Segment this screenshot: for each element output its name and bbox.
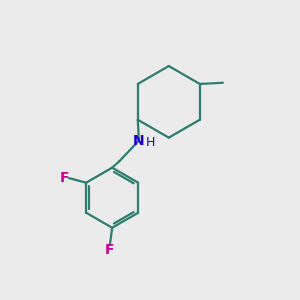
Text: N: N: [133, 134, 145, 148]
Text: H: H: [145, 136, 155, 149]
Text: F: F: [105, 243, 115, 257]
Text: F: F: [59, 171, 69, 185]
